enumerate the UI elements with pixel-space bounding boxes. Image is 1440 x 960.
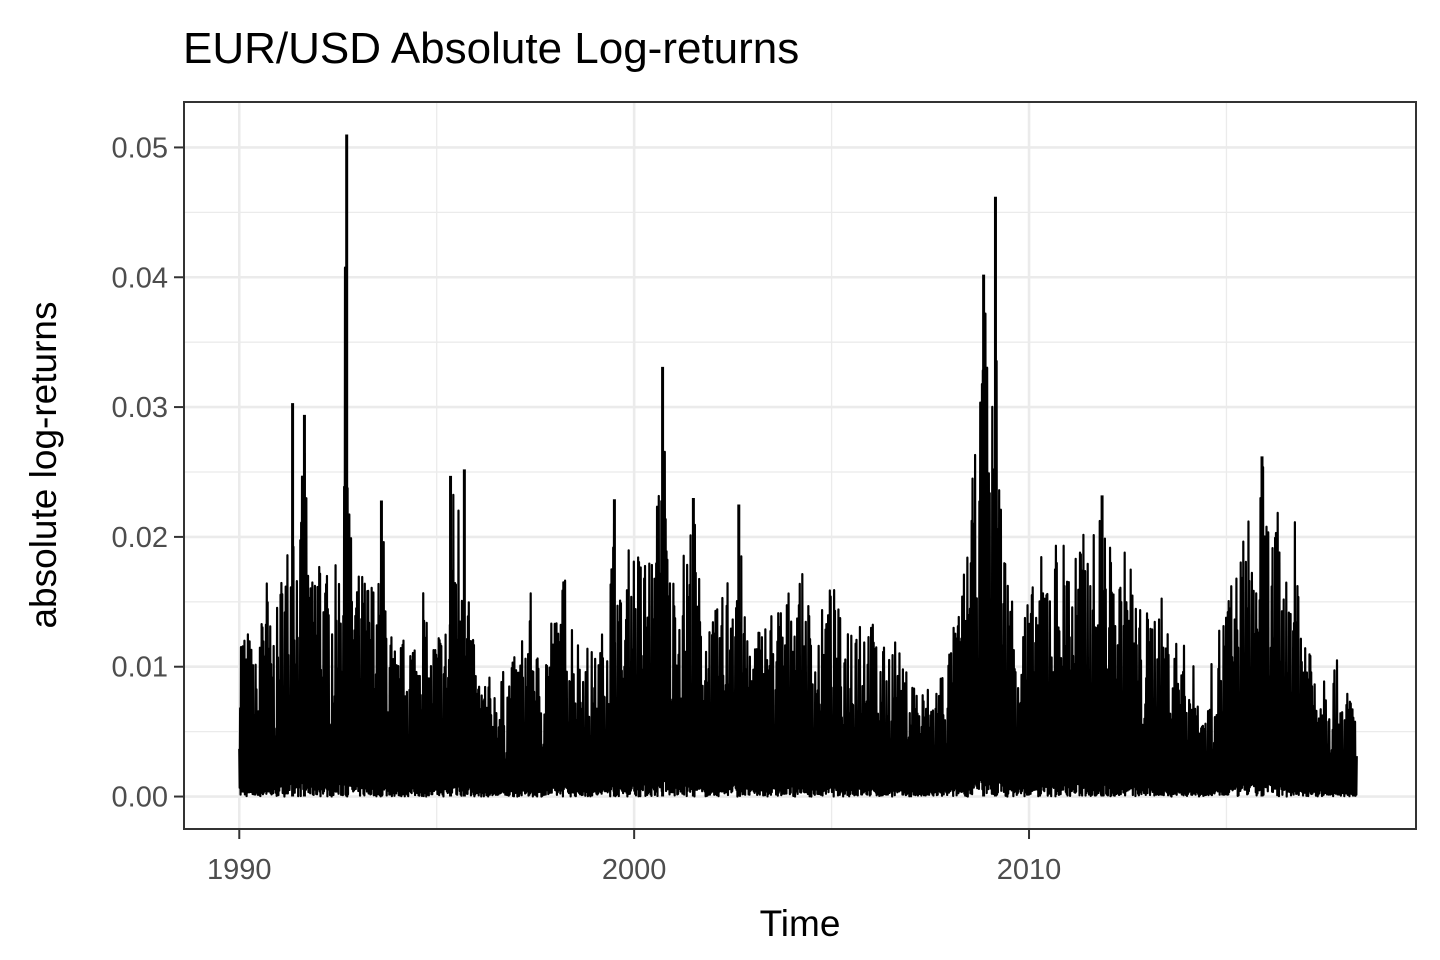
- y-tick-label: 0.02: [112, 522, 168, 554]
- y-axis: 0.00 0.01 0.02 0.03 0.04 0.05: [112, 132, 184, 814]
- x-axis-title: Time: [760, 903, 841, 944]
- panel-border: [183, 101, 1417, 830]
- y-tick-label: 0.04: [112, 262, 168, 294]
- series-layer: [238, 134, 1358, 798]
- x-tick-label: 2000: [602, 854, 667, 886]
- y-tick-label: 0.01: [112, 652, 168, 684]
- series-line: [238, 266, 1358, 798]
- x-tick-label: 2010: [997, 854, 1062, 886]
- y-tick-label: 0.05: [112, 132, 168, 164]
- chart-title: EUR/USD Absolute Log-returns: [183, 24, 799, 73]
- y-tick-label: 0.03: [112, 392, 168, 424]
- x-axis: 1990 2000 2010: [207, 829, 1061, 886]
- y-tick-label: 0.00: [112, 782, 168, 814]
- y-axis-title: absolute log-returns: [23, 301, 64, 628]
- x-tick-label: 1990: [207, 854, 272, 886]
